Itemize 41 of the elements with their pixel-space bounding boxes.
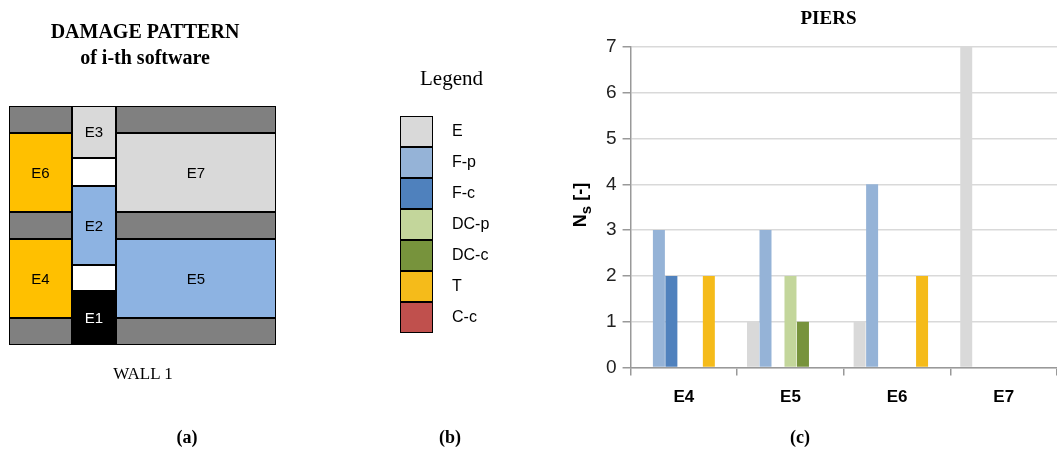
text: E1 [83,309,105,327]
text: DAMAGE PATTERN of i-th software [49,19,241,70]
text: E4 [30,269,51,288]
legend-label: DC-p [452,215,490,233]
y-tick-label: 5 [605,126,617,148]
y-tick-label: 2 [605,264,617,286]
text: (b) [438,427,462,448]
x-tick-label: E6 [886,387,908,407]
text: E5 [185,269,207,288]
y-tick-label: 4 [605,172,617,194]
text: E2 [83,216,105,235]
bar [665,275,678,367]
bar [866,184,879,367]
legend-label: E [452,122,463,140]
bar [796,321,809,367]
bar [916,275,929,367]
y-tick-label: 1 [605,310,617,332]
text: E6 [30,163,51,182]
chart-title: PIERS [800,7,857,29]
text: WALL 1 [112,364,174,384]
legend-title: Legend [420,66,484,91]
legend-label: DC-c [452,246,489,264]
bar [702,275,715,367]
bar [652,230,665,367]
bar [759,230,772,367]
text: (a) [175,427,199,448]
legend-label: C-c [452,308,477,326]
text: (c) [789,427,811,448]
y-tick-label: 0 [605,355,617,377]
legend-label: F-p [452,153,476,171]
bar [784,275,797,367]
y-tick-label: 3 [605,218,617,240]
x-tick-label: E5 [780,387,801,407]
y-tick-label: 6 [605,80,617,102]
text: E7 [185,163,207,182]
x-tick-label: E4 [673,387,695,407]
y-tick-label: 7 [605,35,617,57]
legend-label: F-c [452,184,476,202]
text: E3 [83,123,105,141]
legend-label: T [452,277,462,295]
x-tick-label: E7 [993,387,1015,407]
